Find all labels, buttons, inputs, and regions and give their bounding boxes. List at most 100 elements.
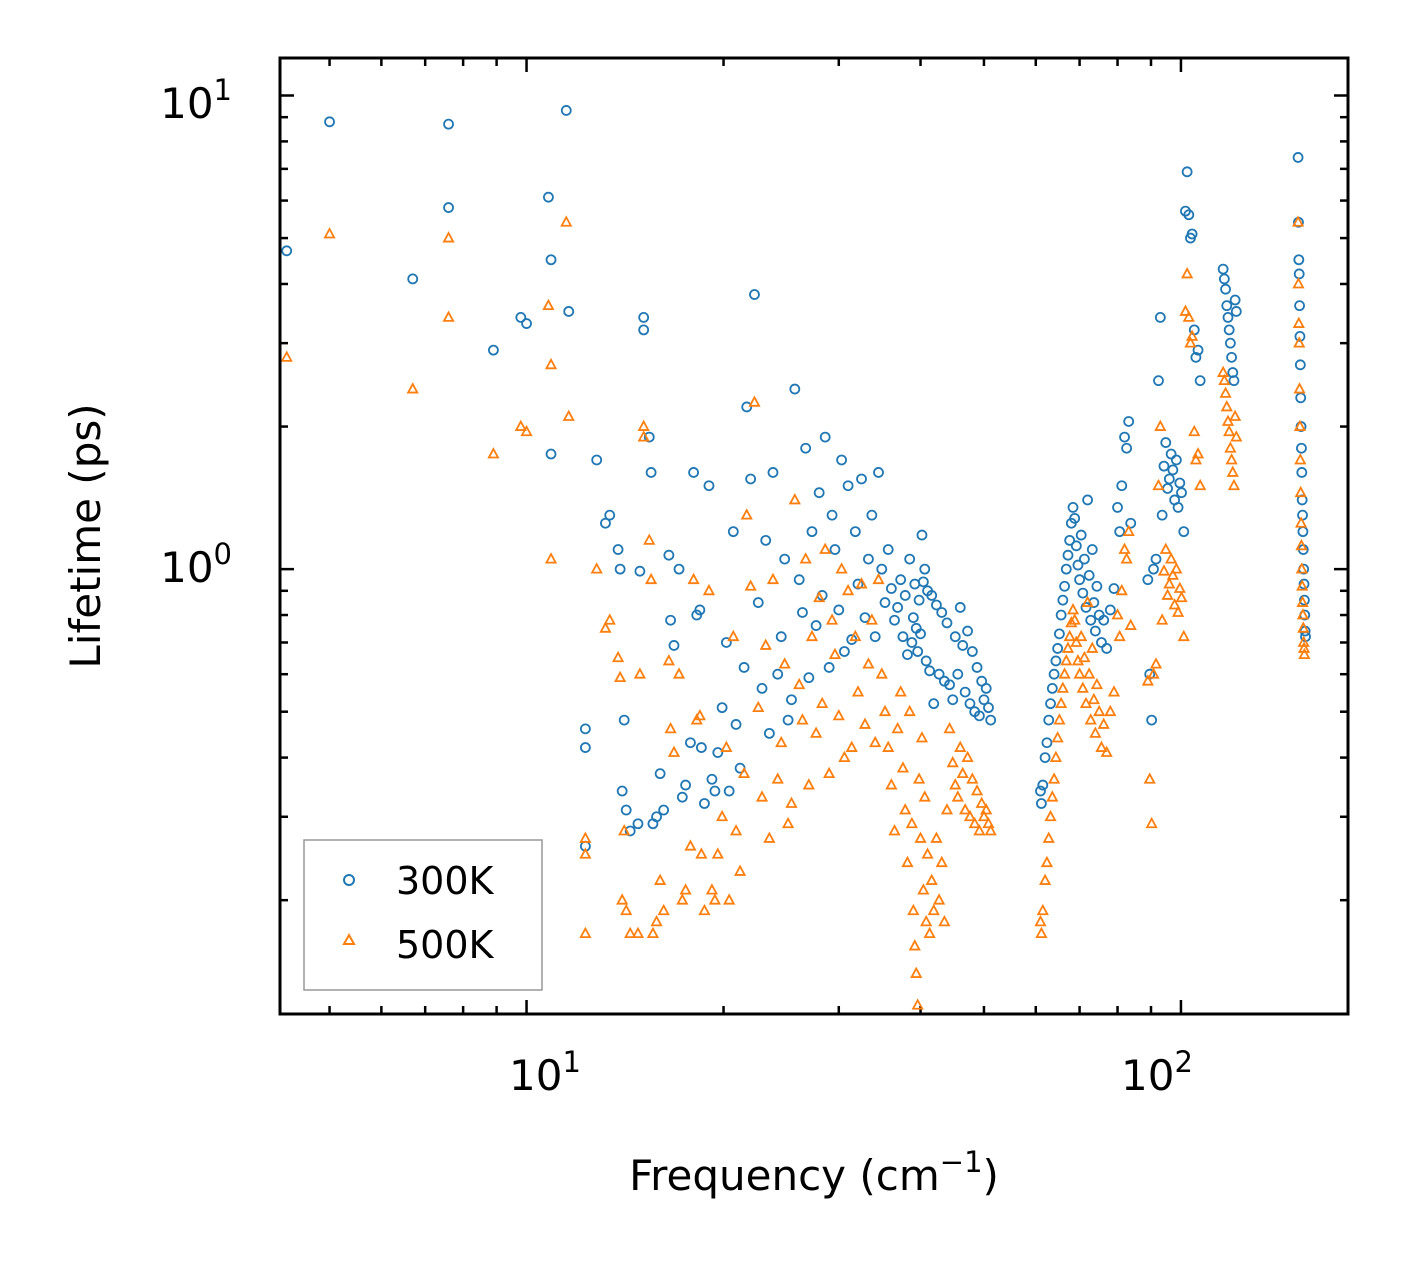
point-300k — [879, 597, 891, 608]
point-500k — [1154, 419, 1167, 431]
point-500k — [1061, 641, 1075, 653]
point-300k — [1230, 306, 1242, 317]
point-500k — [637, 430, 650, 442]
point-300k — [1037, 779, 1049, 791]
point-500k — [1047, 772, 1061, 784]
y-axis-title: Lifetime (ps) — [61, 403, 110, 668]
point-500k — [579, 847, 592, 859]
point-300k — [1080, 602, 1092, 613]
point-300k — [806, 526, 818, 538]
point-300k — [1221, 300, 1233, 312]
point-500k — [637, 419, 650, 431]
point-300k — [1183, 209, 1195, 221]
point-500k — [1063, 629, 1076, 642]
point-300k — [1229, 294, 1241, 306]
point-500k — [693, 708, 706, 721]
point-300k — [823, 662, 835, 673]
point-500k — [560, 215, 573, 227]
point-300k — [1174, 477, 1186, 489]
point-500k — [1163, 577, 1176, 589]
point-300k — [1096, 637, 1107, 648]
point-300k — [1060, 563, 1072, 575]
point-500k — [894, 685, 907, 697]
point-300k — [782, 714, 794, 726]
point-300k — [1163, 473, 1175, 485]
point-500k — [1229, 409, 1242, 421]
point-500k — [802, 778, 815, 790]
point-500k — [1060, 654, 1073, 666]
point-500k — [914, 831, 927, 843]
point-500k — [662, 654, 675, 666]
point-300k — [716, 702, 728, 714]
point-500k — [943, 721, 956, 734]
point-500k — [1294, 516, 1308, 528]
point-500k — [954, 740, 967, 752]
point-500k — [1223, 424, 1236, 437]
point-500k — [1065, 615, 1078, 628]
tick-labels: 101 102 100 101 — [160, 73, 1193, 1100]
point-500k — [1075, 629, 1088, 642]
point-300k — [899, 590, 911, 601]
point-300k — [962, 625, 973, 637]
point-300k — [634, 565, 646, 577]
point-500k — [1040, 855, 1054, 868]
point-300k — [779, 553, 791, 565]
point-300k — [699, 798, 710, 809]
point-300k — [443, 202, 454, 213]
point-500k — [1118, 542, 1131, 554]
point-500k — [956, 766, 969, 779]
point-300k — [1116, 480, 1128, 492]
legend-label-300k: 300K — [396, 859, 495, 903]
point-500k — [970, 784, 984, 796]
point-300k — [1039, 752, 1051, 763]
point-300k — [730, 719, 742, 730]
point-300k — [1296, 442, 1307, 454]
point-300k — [632, 818, 644, 830]
point-300k — [579, 723, 591, 735]
point-300k — [1167, 464, 1179, 476]
point-500k — [1218, 373, 1231, 386]
point-300k — [957, 640, 969, 651]
point-500k — [1166, 568, 1179, 580]
point-500k — [1224, 441, 1237, 453]
point-300k — [906, 637, 918, 648]
point-500k — [729, 824, 743, 836]
point-500k — [1189, 453, 1203, 465]
point-300k — [849, 526, 861, 538]
point-500k — [917, 883, 930, 895]
point-300k — [1059, 580, 1070, 592]
point-500k — [1296, 608, 1310, 620]
point-500k — [828, 647, 842, 659]
point-500k — [579, 926, 592, 939]
point-300k — [873, 467, 884, 478]
point-500k — [921, 847, 934, 859]
point-500k — [905, 816, 918, 829]
point-500k — [487, 447, 500, 459]
point-300k — [1083, 569, 1095, 581]
point-300k — [1142, 574, 1154, 586]
point-500k — [631, 926, 645, 939]
point-500k — [849, 629, 862, 642]
point-500k — [667, 745, 681, 757]
point-500k — [1095, 740, 1108, 752]
point-500k — [1220, 400, 1233, 412]
point-300k — [885, 583, 897, 594]
point-500k — [1058, 667, 1071, 679]
point-500k — [1294, 485, 1307, 498]
point-300k — [863, 553, 874, 565]
point-500k — [951, 790, 964, 802]
point-300k — [706, 773, 718, 785]
point-500k — [949, 778, 962, 790]
point-300k — [749, 289, 760, 300]
point-500k — [940, 803, 954, 815]
point-300k — [973, 710, 985, 722]
point-300k — [521, 318, 532, 329]
point-300k — [620, 804, 632, 816]
point-300k — [800, 442, 812, 454]
point-300k — [545, 254, 557, 266]
point-500k — [599, 621, 612, 633]
point-300k — [694, 604, 706, 616]
point-300k — [928, 698, 940, 710]
point-500k — [672, 667, 686, 679]
